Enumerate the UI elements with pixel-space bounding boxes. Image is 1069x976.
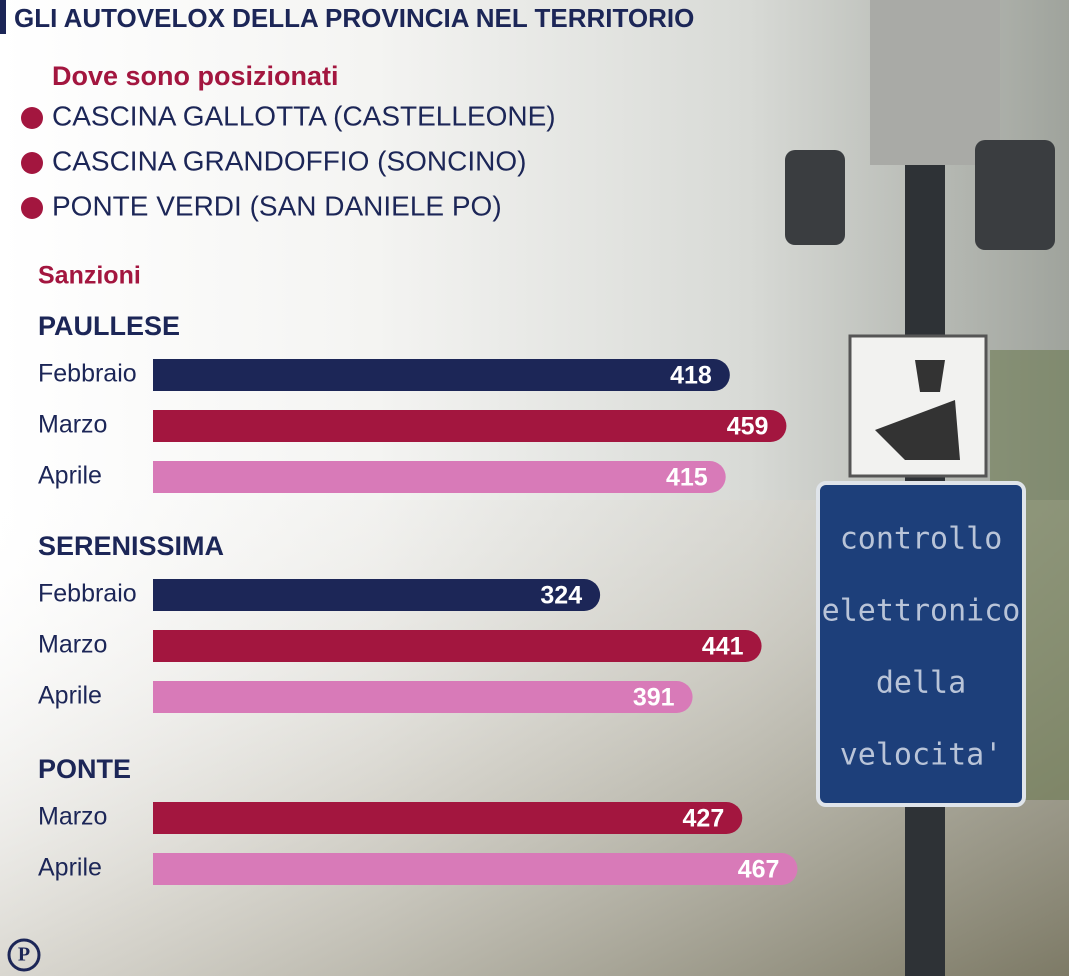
logo: P <box>18 944 30 966</box>
logo-ring <box>7 938 41 972</box>
bar <box>153 359 730 391</box>
group-label: PONTE <box>38 754 131 784</box>
bar <box>153 410 787 442</box>
category-label: Aprile <box>38 854 102 882</box>
bar <box>153 579 601 611</box>
bar <box>153 461 726 493</box>
value-label: 391 <box>633 684 675 712</box>
camera <box>975 140 1055 250</box>
location: PONTE VERDI (SAN DANIELE PO) <box>52 190 502 221</box>
sign-text: della <box>876 666 966 701</box>
location: CASCINA GALLOTTA (CASTELLEONE) <box>52 100 556 131</box>
police-icon <box>875 360 960 460</box>
category-label: Marzo <box>38 631 107 659</box>
group-label: SERENISSIMA <box>38 531 224 561</box>
bar <box>153 853 798 885</box>
camera <box>785 150 845 245</box>
section-label: Sanzioni <box>38 262 141 290</box>
value-label: 324 <box>540 582 582 610</box>
bar <box>153 681 693 713</box>
group-label: PAULLESE <box>38 311 180 341</box>
value-label: 467 <box>738 856 780 884</box>
location: CASCINA GRANDOFFIO (SONCINO) <box>52 145 526 176</box>
category-label: Aprile <box>38 682 102 710</box>
value-label: 441 <box>702 633 744 661</box>
category-label: Aprile <box>38 462 102 490</box>
value-label: 415 <box>666 464 708 492</box>
speed-sign <box>816 481 1026 807</box>
category-label: Marzo <box>38 803 107 831</box>
value-label: 427 <box>683 805 725 833</box>
title: GLI AUTOVELOX DELLA PROVINCIA NEL TERRIT… <box>14 3 694 33</box>
sign-text: velocita' <box>840 738 1003 773</box>
subtitle: Dove sono posizionati <box>52 61 339 91</box>
value-label: 459 <box>727 413 769 441</box>
location-dot <box>21 197 43 219</box>
location-dot <box>21 152 43 174</box>
category-label: Febbraio <box>38 580 137 608</box>
category-label: Marzo <box>38 411 107 439</box>
sign-text: elettronico <box>822 594 1021 629</box>
bar <box>153 802 743 834</box>
bar <box>153 630 762 662</box>
location-dot <box>21 107 43 129</box>
category-label: Febbraio <box>38 360 137 388</box>
title-accent <box>0 0 6 34</box>
value-label: 418 <box>670 362 712 390</box>
camera-box <box>870 0 1000 165</box>
sign-text: controllo <box>840 522 1003 557</box>
